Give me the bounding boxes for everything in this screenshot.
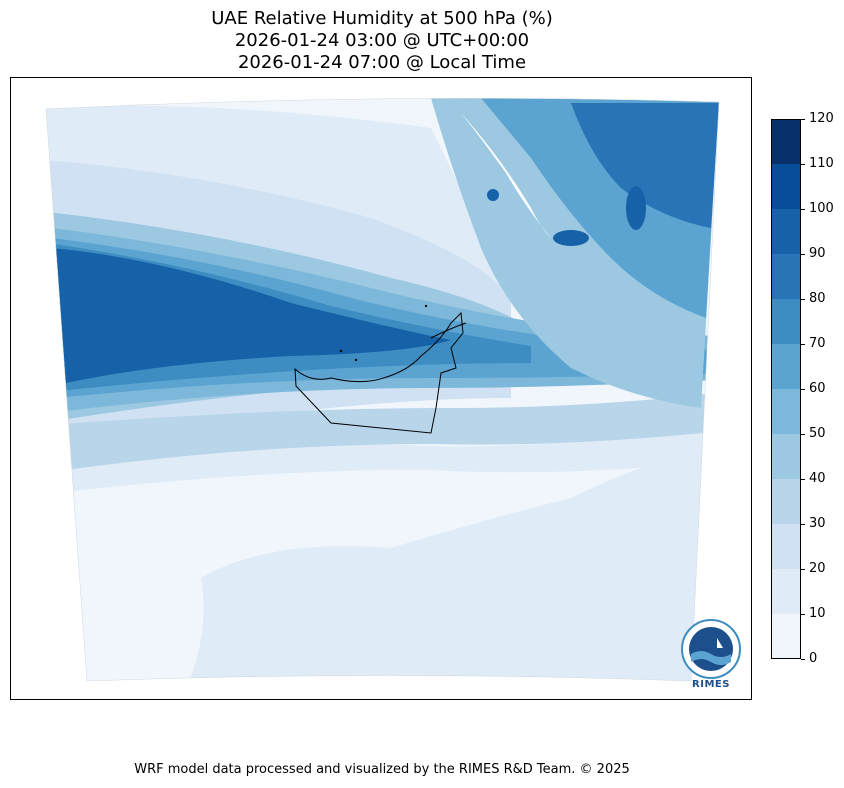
colorbar-tick xyxy=(801,389,805,390)
colorbar-swatch xyxy=(771,119,801,164)
rimes-logo: RIMES xyxy=(677,618,745,696)
island-1 xyxy=(424,304,428,308)
colorbar-tick-label: 30 xyxy=(809,516,826,531)
colorbar-swatch xyxy=(771,434,801,479)
domain-outline xyxy=(45,98,720,682)
colorbar: 0 10 20 30 40 50 60 70 80 90 100 110 120 xyxy=(771,112,834,666)
rimes-emblem-icon xyxy=(681,619,741,679)
rh-band-30-40 xyxy=(46,388,719,478)
uae-border xyxy=(294,311,464,434)
colorbar-tick xyxy=(801,344,805,345)
colorbar-tick-label: 90 xyxy=(809,246,826,261)
colorbar-tick-label: 80 xyxy=(809,291,826,306)
island-3 xyxy=(354,358,358,362)
rh-band-10-20-mid xyxy=(46,418,719,498)
colorbar-tick-label: 110 xyxy=(809,156,834,171)
title-line-3: 2026-01-24 07:00 @ Local Time xyxy=(237,52,527,73)
colorbar-tick xyxy=(801,119,805,120)
colorbar-swatch xyxy=(771,479,801,524)
colorbar-tick xyxy=(801,209,805,210)
colorbar-tick-label: 50 xyxy=(809,426,826,441)
colorbar-swatch xyxy=(771,614,801,659)
island-2 xyxy=(339,349,343,353)
map-frame: RIMES xyxy=(10,77,752,700)
colorbar-swatch xyxy=(771,524,801,569)
colorbar-swatch xyxy=(771,569,801,614)
colorbar-swatch xyxy=(771,389,801,434)
colorbar-tick-label: 10 xyxy=(809,606,826,621)
humidity-field xyxy=(46,98,719,681)
rh-band-10-20-south xyxy=(181,438,719,681)
colorbar-tick-label: 70 xyxy=(809,336,826,351)
colorbar-tick xyxy=(801,254,805,255)
rh-band-80-90 xyxy=(51,248,451,383)
colorbar-tick xyxy=(801,524,805,525)
colorbar-tick xyxy=(801,434,805,435)
colorbar-tick-label: 40 xyxy=(809,471,826,486)
chart-title: UAE Relative Humidity at 500 hPa (%) 202… xyxy=(0,8,764,74)
title-line-2: 2026-01-24 03:00 @ UTC+00:00 xyxy=(234,30,530,51)
rh-dry-streak xyxy=(461,113,551,238)
colorbar-tick xyxy=(801,569,805,570)
rh-ne-blob-1 xyxy=(626,186,646,230)
colorbar-border xyxy=(771,119,801,659)
colorbar-tick xyxy=(801,164,805,165)
colorbar-swatch xyxy=(771,344,801,389)
rh-ne-80-90 xyxy=(571,103,719,228)
colorbar-tick-label: 60 xyxy=(809,381,826,396)
rimes-logo-text: RIMES xyxy=(692,679,730,690)
colorbar-tick xyxy=(801,614,805,615)
colorbar-swatch xyxy=(771,209,801,254)
rh-ne-blob-3 xyxy=(487,189,499,201)
colorbar-tick xyxy=(801,659,805,660)
uae-coast xyxy=(430,322,467,339)
colorbar-swatch xyxy=(771,299,801,344)
colorbar-tick-label: 100 xyxy=(809,201,834,216)
footer-credit: WRF model data processed and visualized … xyxy=(134,762,630,777)
humidity-map xyxy=(45,98,720,682)
title-line-1: UAE Relative Humidity at 500 hPa (%) xyxy=(211,8,553,29)
colorbar-swatch xyxy=(771,164,801,209)
rh-ne-blob-2 xyxy=(553,230,589,246)
colorbar-tick xyxy=(801,299,805,300)
colorbar-swatch xyxy=(771,254,801,299)
colorbar-tick xyxy=(801,479,805,480)
colorbar-tick-label: 120 xyxy=(809,111,834,126)
colorbar-tick-label: 0 xyxy=(809,651,818,666)
colorbar-tick-label: 20 xyxy=(809,561,826,576)
